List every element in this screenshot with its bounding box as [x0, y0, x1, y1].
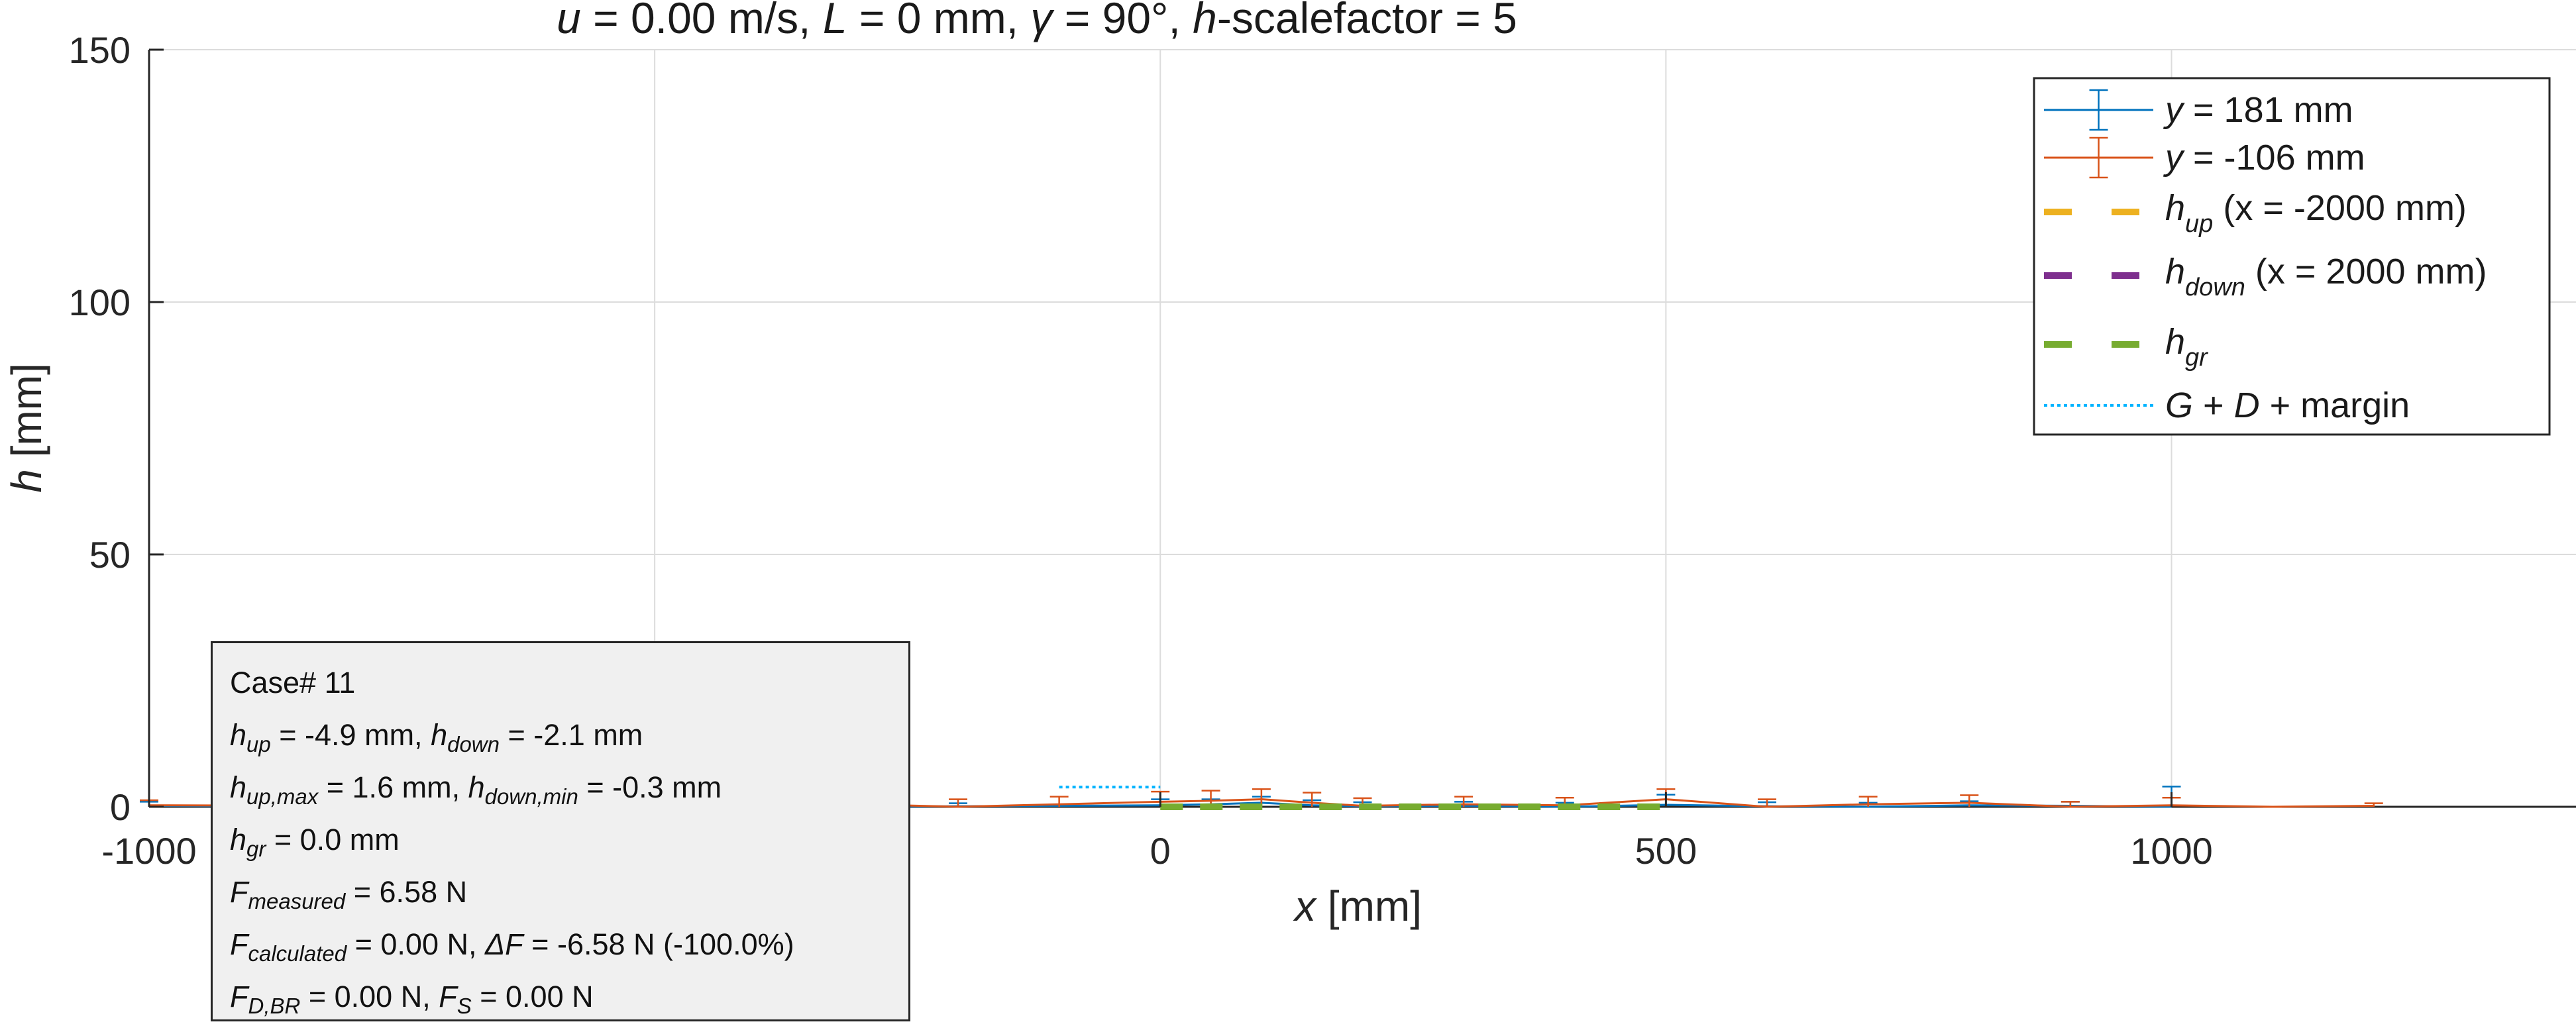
legend-entry-4: hgr	[2165, 322, 2208, 372]
info-f-calculated: Fcalculated = 0.00 N, ΔF = -6.58 N (-100…	[230, 927, 794, 966]
error-bar	[1758, 798, 1776, 807]
info-h-up-down: hup = -4.9 mm, hdown = -2.1 mm	[230, 718, 643, 756]
case-info-box: Case# 11 hup = -4.9 mm, hdown = -2.1 mm …	[211, 641, 910, 1021]
y-axis-label: h [mm]	[3, 363, 50, 493]
case-number: Case# 11	[230, 666, 356, 699]
error-bar	[1303, 792, 1322, 807]
info-f-measured: Fmeasured = 6.58 N	[230, 875, 468, 913]
info-h-gr: hgr = 0.0 mm	[230, 823, 400, 861]
legend-entry-3: hdown (x = 2000 mm)	[2165, 252, 2487, 301]
info-f-d-s: FD,BR = 0.00 N, FS = 0.00 N	[230, 980, 594, 1018]
error-bar	[1960, 794, 1979, 807]
x-tick-label: 0	[1150, 830, 1171, 872]
error-bar	[2061, 801, 2080, 807]
x-tick-label: 1000	[2130, 830, 2213, 872]
chart-title: u = 0.00 m/s, L = 0 mm, γ = 90°, h-scale…	[557, 0, 1517, 42]
error-bar	[1858, 796, 1878, 807]
legend-entry-1: y = -106 mm	[2163, 138, 2365, 178]
y-tick-label: 50	[89, 534, 131, 576]
legend-box	[2033, 77, 2551, 436]
legend-entry-2: hup (x = -2000 mm)	[2165, 188, 2467, 238]
y-tick-label: 150	[69, 29, 131, 71]
x-axis-label: x [mm]	[1293, 882, 1422, 930]
y-tick-label: 100	[69, 282, 131, 323]
error-bar	[1049, 796, 1069, 807]
legend-entry-0: y = 181 mm	[2163, 90, 2353, 130]
error-bar	[1454, 796, 1474, 807]
y-tick-label: 0	[110, 786, 131, 828]
x-tick-label: 500	[1635, 830, 1697, 872]
legend-sample-1	[2044, 136, 2153, 179]
legend: y = 181 mm y = -106 mm hup (x = -2000 mm…	[2033, 77, 2551, 436]
info-h-max-min: hup,max = 1.6 mm, hdown,min = -0.3 mm	[230, 770, 722, 809]
x-tick-label: -1000	[101, 830, 196, 872]
legend-sample-0	[2044, 89, 2153, 131]
legend-entry-5: G + D + margin	[2165, 386, 2410, 425]
error-bar	[949, 798, 967, 807]
error-bar	[2364, 802, 2383, 807]
